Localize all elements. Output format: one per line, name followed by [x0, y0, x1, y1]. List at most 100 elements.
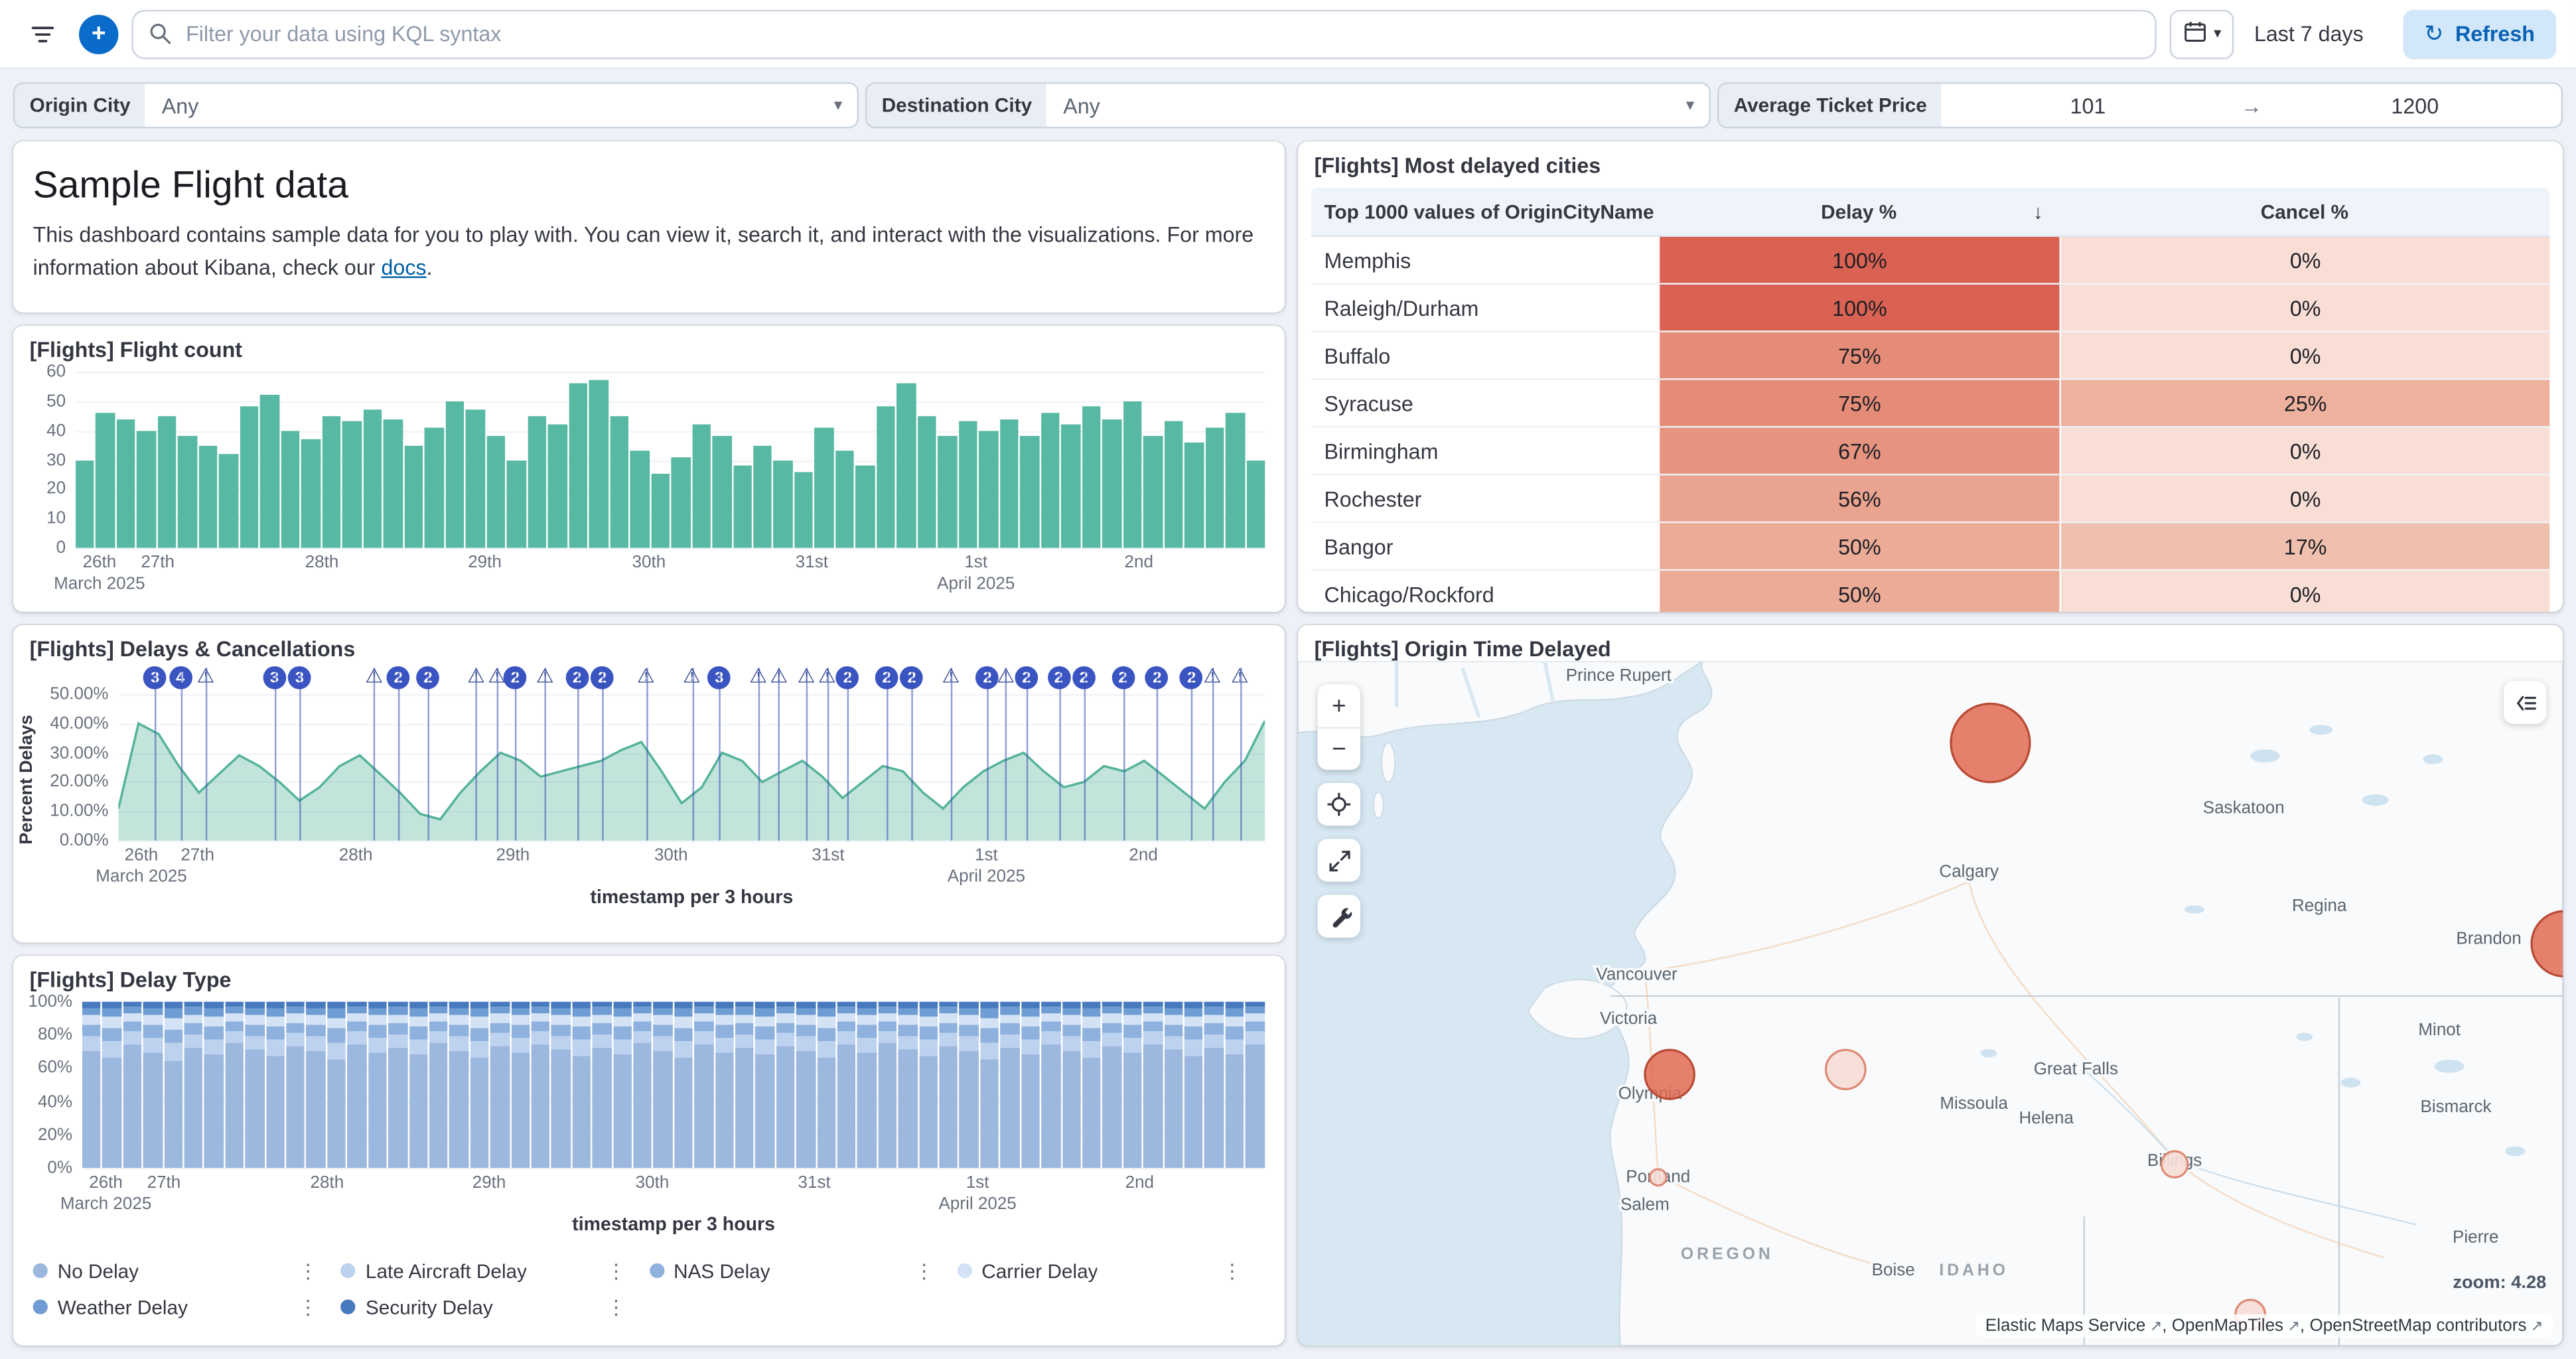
bar-segment-security-delay[interactable]	[368, 1001, 387, 1009]
bar-segment-carrier-delay[interactable]	[388, 1014, 407, 1023]
bar-segment-late-aircraft-delay[interactable]	[1102, 1033, 1121, 1047]
bar-segment-weather-delay[interactable]	[633, 1007, 652, 1013]
bar-segment-late-aircraft-delay[interactable]	[1000, 1034, 1020, 1048]
bar-segment-no-delay[interactable]	[531, 1044, 550, 1169]
bar-segment-nas-delay[interactable]	[1082, 1027, 1102, 1042]
bar-segment-nas-delay[interactable]	[490, 1022, 510, 1034]
bar-segment-security-delay[interactable]	[204, 1001, 224, 1009]
bar-segment-nas-delay[interactable]	[286, 1022, 305, 1034]
bar-segment-weather-delay[interactable]	[1021, 1008, 1040, 1017]
stacked-bar[interactable]	[470, 1001, 489, 1169]
bar-segment-late-aircraft-delay[interactable]	[878, 1031, 897, 1044]
bar-segment-weather-delay[interactable]	[592, 1007, 612, 1015]
bar-segment-weather-delay[interactable]	[1143, 1007, 1163, 1014]
stacked-bar[interactable]	[1021, 1001, 1040, 1169]
origin-delay-bubble[interactable]	[1824, 1048, 1867, 1090]
origin-delay-bubble[interactable]	[1648, 1168, 1668, 1187]
bar-segment-no-delay[interactable]	[796, 1051, 816, 1169]
bar-segment-security-delay[interactable]	[1102, 1001, 1121, 1007]
flight-count-bar[interactable]	[691, 424, 711, 548]
flight-count-bar[interactable]	[1082, 407, 1101, 548]
flight-count-bar[interactable]	[896, 383, 916, 548]
flight-count-bar[interactable]	[589, 380, 608, 548]
bar-segment-weather-delay[interactable]	[123, 1007, 142, 1014]
bar-segment-late-aircraft-delay[interactable]	[960, 1037, 979, 1052]
bar-segment-nas-delay[interactable]	[817, 1027, 836, 1042]
bar-segment-nas-delay[interactable]	[163, 1029, 183, 1044]
flight-count-bar[interactable]	[404, 445, 423, 548]
bar-segment-no-delay[interactable]	[1123, 1053, 1142, 1169]
bar-segment-nas-delay[interactable]	[837, 1021, 857, 1033]
flight-count-bar[interactable]	[116, 418, 136, 548]
bar-segment-security-delay[interactable]	[776, 1001, 795, 1007]
bar-segment-late-aircraft-delay[interactable]	[429, 1031, 449, 1044]
bar-segment-no-delay[interactable]	[960, 1051, 979, 1169]
bar-segment-carrier-delay[interactable]	[409, 1016, 428, 1027]
bar-segment-no-delay[interactable]	[551, 1050, 571, 1169]
annotation-warning-icon[interactable]: ⚠	[365, 664, 383, 689]
date-picker-button[interactable]: ▾	[2169, 9, 2235, 59]
bar-segment-nas-delay[interactable]	[1163, 1024, 1183, 1036]
bar-segment-carrier-delay[interactable]	[1163, 1015, 1183, 1025]
bar-segment-no-delay[interactable]	[654, 1051, 673, 1169]
bar-segment-nas-delay[interactable]	[1021, 1026, 1040, 1039]
attribution-link[interactable]: OpenStreetMap contributors ↗	[2309, 1316, 2543, 1336]
bar-segment-security-delay[interactable]	[817, 1001, 836, 1009]
bar-segment-weather-delay[interactable]	[184, 1007, 203, 1015]
bar-segment-security-delay[interactable]	[857, 1001, 877, 1009]
bar-segment-no-delay[interactable]	[347, 1044, 367, 1169]
bar-segment-weather-delay[interactable]	[878, 1007, 897, 1013]
flight-count-bar[interactable]	[917, 415, 937, 548]
bar-segment-carrier-delay[interactable]	[347, 1013, 367, 1022]
layer-panel-toggle-icon[interactable]	[2503, 681, 2547, 724]
bar-segment-weather-delay[interactable]	[368, 1008, 387, 1016]
bar-segment-no-delay[interactable]	[82, 1051, 102, 1169]
flight-count-bar[interactable]	[979, 430, 999, 548]
bar-segment-no-delay[interactable]	[1102, 1046, 1121, 1169]
stacked-bar[interactable]	[694, 1001, 713, 1169]
bar-segment-late-aircraft-delay[interactable]	[674, 1041, 693, 1058]
stacked-bar[interactable]	[1184, 1001, 1203, 1169]
bar-segment-no-delay[interactable]	[592, 1048, 612, 1169]
bar-segment-security-delay[interactable]	[612, 1001, 632, 1009]
stacked-bar[interactable]	[1062, 1001, 1081, 1169]
bar-segment-weather-delay[interactable]	[755, 1008, 775, 1017]
bar-segment-carrier-delay[interactable]	[674, 1017, 693, 1028]
bar-segment-carrier-delay[interactable]	[857, 1015, 877, 1026]
flight-count-bar[interactable]	[1102, 418, 1121, 548]
annotation-badge[interactable]: 3	[288, 666, 311, 689]
bar-segment-weather-delay[interactable]	[510, 1008, 530, 1016]
bar-segment-no-delay[interactable]	[1184, 1056, 1203, 1169]
bar-segment-weather-delay[interactable]	[490, 1007, 510, 1015]
stacked-bar[interactable]	[1000, 1001, 1020, 1169]
bar-segment-no-delay[interactable]	[1143, 1044, 1163, 1169]
bar-segment-no-delay[interactable]	[409, 1054, 428, 1169]
bar-segment-nas-delay[interactable]	[1204, 1023, 1224, 1035]
annotation-warning-icon[interactable]: ⚠	[818, 664, 836, 689]
column-header-cancel[interactable]: Cancel %	[2260, 200, 2349, 223]
stacked-bar[interactable]	[592, 1001, 612, 1169]
origin-delay-bubble[interactable]	[1950, 702, 2031, 784]
bar-segment-late-aircraft-delay[interactable]	[265, 1040, 285, 1057]
bar-segment-no-delay[interactable]	[470, 1058, 489, 1169]
bar-segment-nas-delay[interactable]	[510, 1025, 530, 1038]
stacked-bar[interactable]	[551, 1001, 571, 1169]
bar-segment-nas-delay[interactable]	[898, 1024, 918, 1036]
flight-count-bar[interactable]	[650, 474, 670, 548]
bar-segment-carrier-delay[interactable]	[612, 1016, 632, 1027]
zoom-out-button[interactable]: −	[1317, 727, 1361, 770]
stacked-bar[interactable]	[776, 1001, 795, 1169]
bar-segment-no-delay[interactable]	[1163, 1050, 1183, 1169]
stacked-bar[interactable]	[1123, 1001, 1142, 1169]
bar-segment-nas-delay[interactable]	[796, 1025, 816, 1037]
bar-segment-security-delay[interactable]	[225, 1001, 244, 1007]
bar-segment-late-aircraft-delay[interactable]	[857, 1037, 877, 1054]
bar-segment-carrier-delay[interactable]	[470, 1017, 489, 1028]
bar-segment-weather-delay[interactable]	[612, 1008, 632, 1017]
flight-count-bar[interactable]	[835, 451, 855, 548]
stacked-bar[interactable]	[1204, 1001, 1224, 1169]
bar-segment-weather-delay[interactable]	[102, 1008, 121, 1017]
bar-segment-late-aircraft-delay[interactable]	[755, 1038, 775, 1055]
avg-ticket-price-control[interactable]: Average Ticket Price 101 → 1200	[1717, 82, 2563, 129]
bar-segment-no-delay[interactable]	[735, 1048, 754, 1169]
